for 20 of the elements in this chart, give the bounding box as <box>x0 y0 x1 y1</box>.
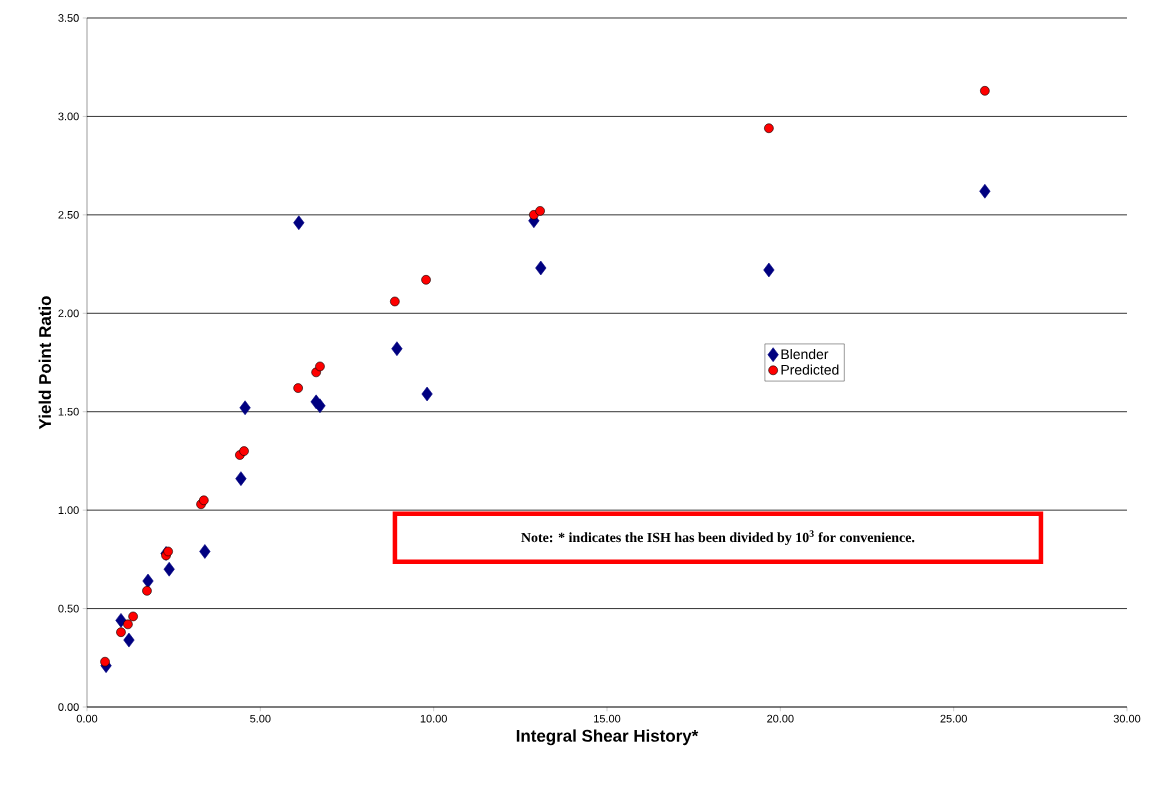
y-tick-label: 0.00 <box>58 703 79 711</box>
y-axis-title: Yield Point Ratio <box>38 296 52 430</box>
y-tick-label: 0.50 <box>58 604 79 613</box>
x-tick-label: 30.00 <box>1113 714 1141 723</box>
annotation: Note: * indicates the ISH has been divided by 10$^{3}$ for convenience. <box>521 530 915 546</box>
y-tick-label: 2.00 <box>58 309 79 318</box>
y-tick-label: 3.00 <box>58 112 79 121</box>
legend-label: Predicted <box>781 364 839 375</box>
x-tick-label: 15.00 <box>594 714 621 723</box>
y-tick-label: 1.50 <box>58 407 79 416</box>
x-tick-label: 25.00 <box>940 714 967 723</box>
x-tick-label: 20.00 <box>767 714 794 723</box>
x-tick-label: 10.00 <box>420 714 447 723</box>
legend-label: Blender <box>781 348 829 360</box>
x-tick-label: 0.00 <box>76 714 98 723</box>
x-tick-label: 5.00 <box>250 714 271 723</box>
x-axis-title: Integral Shear History* <box>516 729 699 746</box>
y-tick-label: 1.00 <box>58 506 79 515</box>
y-tick-label: 2.50 <box>58 210 79 219</box>
y-tick-label: 3.50 <box>58 14 79 22</box>
